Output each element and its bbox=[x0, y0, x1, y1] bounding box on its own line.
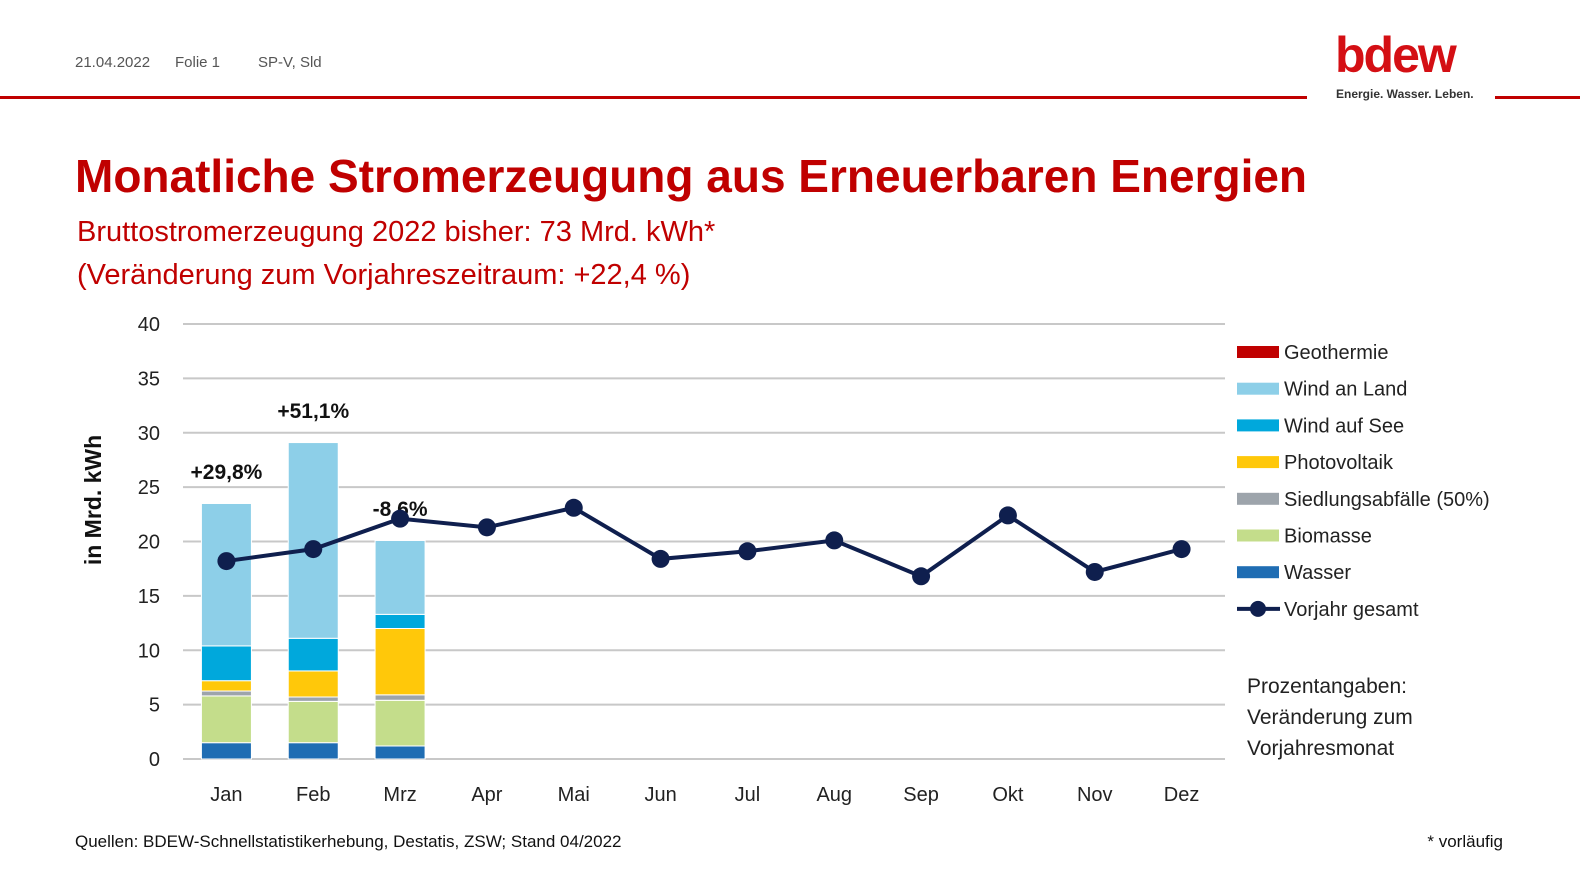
bar-segment bbox=[200, 502, 252, 504]
legend-swatch bbox=[1237, 456, 1279, 469]
x-tick-label: Jun bbox=[644, 784, 676, 806]
y-tick-label: 30 bbox=[138, 423, 160, 445]
line-marker bbox=[912, 567, 931, 586]
bar-segment bbox=[374, 613, 426, 629]
y-tick-label: 40 bbox=[138, 314, 160, 336]
bar-segment bbox=[287, 670, 339, 698]
line-marker bbox=[477, 518, 496, 537]
line-marker bbox=[391, 509, 410, 528]
bar-segment bbox=[200, 680, 252, 692]
line-marker bbox=[564, 498, 583, 517]
bar-segment bbox=[287, 700, 339, 744]
bar-segment bbox=[374, 539, 426, 541]
bar-segment bbox=[374, 699, 426, 747]
note: Prozentangaben: bbox=[1247, 675, 1407, 698]
chart-title: Monatliche Stromerzeugung aus Erneuerbar… bbox=[75, 150, 1307, 202]
bar-segment bbox=[200, 645, 252, 682]
legend-swatch bbox=[1237, 346, 1279, 358]
legend-swatch bbox=[1237, 529, 1279, 542]
bar-segment bbox=[374, 745, 426, 760]
legend-marker bbox=[1250, 600, 1266, 617]
y-tick-label: 5 bbox=[149, 695, 160, 717]
bar-segment bbox=[287, 441, 339, 444]
legend-label: Biomasse bbox=[1284, 526, 1372, 548]
bar-segment bbox=[200, 502, 252, 647]
line bbox=[226, 505, 1183, 579]
x-tick-label: Mrz bbox=[383, 784, 416, 806]
line-marker bbox=[825, 531, 844, 550]
y-axis-label: in Mrd. kWh bbox=[80, 435, 106, 565]
bar-segment bbox=[200, 690, 252, 697]
line-marker bbox=[738, 542, 757, 561]
y-tick-label: 35 bbox=[138, 368, 160, 390]
y-tick-label: 25 bbox=[138, 477, 160, 499]
header-rule bbox=[0, 96, 1307, 99]
source: Quellen: BDEW-Schnellstatistikerhebung, … bbox=[75, 832, 621, 851]
y-tick-label: 0 bbox=[149, 749, 160, 771]
line-marker bbox=[1085, 562, 1104, 581]
x-tick-label: Nov bbox=[1077, 784, 1113, 806]
note: Vorjahresmonat bbox=[1247, 737, 1394, 760]
line-marker bbox=[1172, 540, 1191, 559]
legend-swatch bbox=[1237, 382, 1279, 395]
legend-label: Wind auf See bbox=[1284, 415, 1404, 437]
bar-segment bbox=[374, 628, 426, 696]
x-tick-label: Apr bbox=[471, 784, 502, 806]
line-marker bbox=[998, 506, 1017, 525]
bar-segment bbox=[287, 637, 339, 672]
tagline: Energie. Wasser. Leben. bbox=[1336, 87, 1474, 101]
legend-swatch bbox=[1237, 492, 1279, 505]
date: 21.04.2022 bbox=[75, 54, 150, 71]
author: SP-V, Sld bbox=[258, 54, 322, 71]
slide-number: Folie 1 bbox=[175, 54, 220, 71]
y-tick-label: 10 bbox=[138, 640, 160, 662]
legend-swatch bbox=[1237, 419, 1279, 432]
footnote: * vorläufig bbox=[1427, 832, 1503, 851]
y-tick-label: 15 bbox=[138, 586, 160, 608]
legend-label: Vorjahr gesamt bbox=[1284, 599, 1419, 621]
legend-label: Siedlungsabfälle (50%) bbox=[1284, 489, 1490, 511]
line-marker bbox=[651, 549, 670, 568]
x-tick-label: Feb bbox=[296, 784, 330, 806]
x-tick-label: Jul bbox=[735, 784, 761, 806]
note: Veränderung zum bbox=[1247, 706, 1413, 729]
subtitle: Bruttostromerzeugung 2022 bisher: 73 Mrd… bbox=[77, 216, 715, 248]
annotation: +29,8% bbox=[191, 461, 263, 484]
y-tick-label: 20 bbox=[138, 532, 160, 554]
annotation: -8,6% bbox=[373, 498, 428, 521]
line-marker bbox=[304, 540, 323, 559]
x-tick-label: Aug bbox=[816, 784, 852, 806]
bar-segment bbox=[287, 742, 339, 760]
bar-segment bbox=[374, 694, 426, 701]
bar-segment bbox=[374, 539, 426, 615]
logo: bdew bbox=[1335, 27, 1457, 83]
annotation: +51,1% bbox=[277, 400, 349, 423]
bar-segment bbox=[200, 742, 252, 760]
bar-segment bbox=[287, 696, 339, 702]
legend-label: Wasser bbox=[1284, 562, 1351, 584]
header-rule bbox=[1495, 96, 1580, 99]
x-tick-label: Dez bbox=[1164, 784, 1200, 806]
legend-swatch bbox=[1237, 566, 1279, 579]
line-marker bbox=[217, 552, 236, 571]
bar-segment bbox=[200, 695, 252, 744]
legend-label: Wind an Land bbox=[1284, 379, 1407, 401]
x-tick-label: Sep bbox=[903, 784, 939, 806]
legend-label: Photovoltaik bbox=[1284, 452, 1394, 474]
subtitle: (Veränderung zum Vorjahreszeitraum: +22,… bbox=[77, 259, 690, 291]
x-tick-label: Jan bbox=[210, 784, 242, 806]
legend-label: Geothermie bbox=[1284, 342, 1389, 364]
x-tick-label: Okt bbox=[992, 784, 1024, 806]
x-tick-label: Mai bbox=[558, 784, 590, 806]
